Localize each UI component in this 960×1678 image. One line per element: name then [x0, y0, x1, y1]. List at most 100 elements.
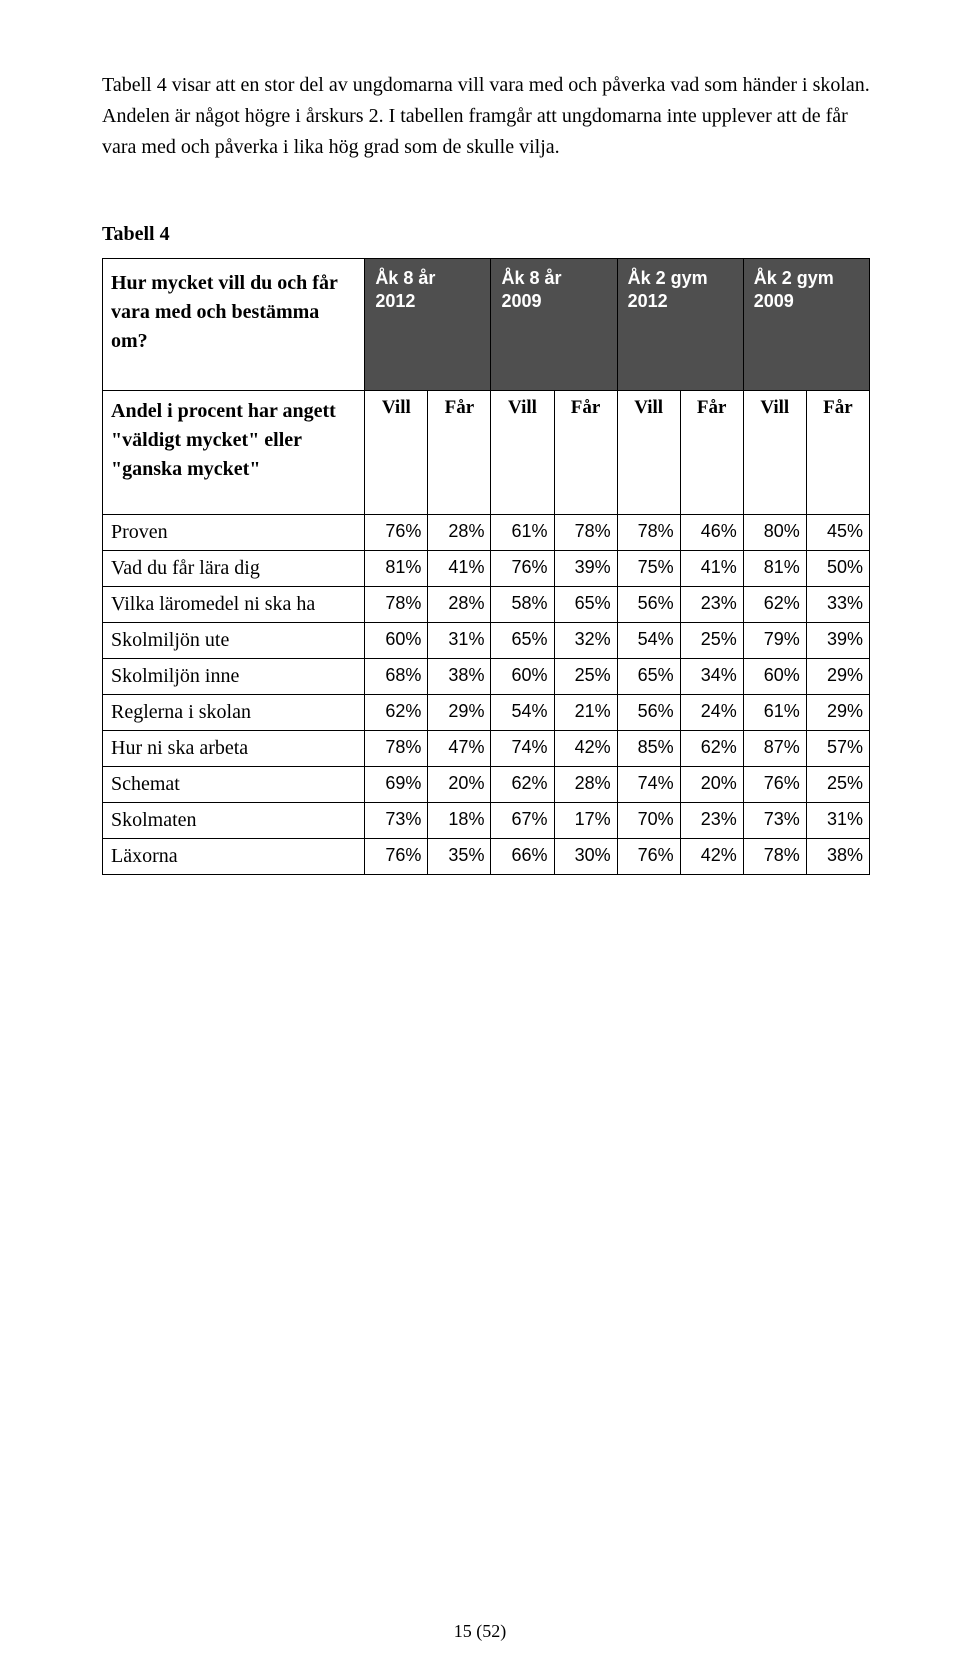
grp-l2: 2009 — [754, 291, 794, 311]
cell: 46% — [680, 515, 743, 551]
subhead: Får — [554, 391, 617, 515]
cell: 74% — [617, 767, 680, 803]
cell: 23% — [680, 803, 743, 839]
cell: 62% — [680, 731, 743, 767]
table-caption: Tabell 4 — [102, 223, 870, 246]
cell: 76% — [365, 839, 428, 875]
cell: 56% — [617, 587, 680, 623]
table-row: Skolmiljön ute60%31%65%32%54%25%79%39% — [103, 623, 870, 659]
cell: 69% — [365, 767, 428, 803]
header-row-groups: Hur mycket vill du och får vara med och … — [103, 259, 870, 391]
grp-l2: 2012 — [628, 291, 668, 311]
cell: 85% — [617, 731, 680, 767]
row-label: Hur ni ska arbeta — [103, 731, 365, 767]
cell: 74% — [491, 731, 554, 767]
cell: 50% — [806, 551, 869, 587]
cell: 25% — [554, 659, 617, 695]
cell: 76% — [743, 767, 806, 803]
cell: 21% — [554, 695, 617, 731]
intro-paragraph: Tabell 4 visar att en stor del av ungdom… — [102, 70, 870, 163]
cell: 24% — [680, 695, 743, 731]
cell: 30% — [554, 839, 617, 875]
cell: 20% — [680, 767, 743, 803]
table-row: Proven76%28%61%78%78%46%80%45% — [103, 515, 870, 551]
grp-l2: 2009 — [501, 291, 541, 311]
subhead: Vill — [491, 391, 554, 515]
cell: 57% — [806, 731, 869, 767]
row-label: Proven — [103, 515, 365, 551]
cell: 76% — [365, 515, 428, 551]
cell: 67% — [491, 803, 554, 839]
cell: 32% — [554, 623, 617, 659]
header-left: Hur mycket vill du och får vara med och … — [103, 259, 365, 391]
cell: 47% — [428, 731, 491, 767]
cell: 38% — [806, 839, 869, 875]
table4: Hur mycket vill du och får vara med och … — [102, 258, 870, 875]
cell: 54% — [617, 623, 680, 659]
table-row: Läxorna76%35%66%30%76%42%78%38% — [103, 839, 870, 875]
cell: 56% — [617, 695, 680, 731]
table-row: Schemat69%20%62%28%74%20%76%25% — [103, 767, 870, 803]
cell: 78% — [365, 731, 428, 767]
grp-l1: Åk 2 gym — [754, 268, 834, 288]
row-label: Vad du får lära dig — [103, 551, 365, 587]
cell: 78% — [743, 839, 806, 875]
cell: 68% — [365, 659, 428, 695]
cell: 18% — [428, 803, 491, 839]
cell: 62% — [491, 767, 554, 803]
cell: 41% — [680, 551, 743, 587]
cell: 70% — [617, 803, 680, 839]
cell: 73% — [743, 803, 806, 839]
row-label: Skolmaten — [103, 803, 365, 839]
cell: 78% — [617, 515, 680, 551]
cell: 87% — [743, 731, 806, 767]
row-label: Skolmiljön inne — [103, 659, 365, 695]
cell: 29% — [806, 695, 869, 731]
cell: 80% — [743, 515, 806, 551]
cell: 75% — [617, 551, 680, 587]
cell: 60% — [743, 659, 806, 695]
subhead: Vill — [365, 391, 428, 515]
cell: 60% — [491, 659, 554, 695]
cell: 73% — [365, 803, 428, 839]
cell: 39% — [806, 623, 869, 659]
table-row: Reglerna i skolan62%29%54%21%56%24%61%29… — [103, 695, 870, 731]
subhead: Får — [680, 391, 743, 515]
subhead: Får — [806, 391, 869, 515]
col-group-1: Åk 8 år 2009 — [491, 259, 617, 391]
cell: 78% — [365, 587, 428, 623]
cell: 42% — [680, 839, 743, 875]
cell: 79% — [743, 623, 806, 659]
cell: 76% — [617, 839, 680, 875]
cell: 35% — [428, 839, 491, 875]
subhead: Vill — [743, 391, 806, 515]
cell: 28% — [428, 515, 491, 551]
row-label: Läxorna — [103, 839, 365, 875]
grp-l1: Åk 2 gym — [628, 268, 708, 288]
table-row: Vad du får lära dig81%41%76%39%75%41%81%… — [103, 551, 870, 587]
cell: 28% — [428, 587, 491, 623]
cell: 76% — [491, 551, 554, 587]
cell: 41% — [428, 551, 491, 587]
cell: 65% — [554, 587, 617, 623]
cell: 62% — [365, 695, 428, 731]
grp-l1: Åk 8 år — [375, 268, 435, 288]
cell: 54% — [491, 695, 554, 731]
cell: 78% — [554, 515, 617, 551]
grp-l2: 2012 — [375, 291, 415, 311]
cell: 29% — [806, 659, 869, 695]
cell: 31% — [428, 623, 491, 659]
subhead: Får — [428, 391, 491, 515]
cell: 60% — [365, 623, 428, 659]
cell: 62% — [743, 587, 806, 623]
sub-left: Andel i procent har angett "väldigt myck… — [103, 391, 365, 515]
cell: 28% — [554, 767, 617, 803]
cell: 34% — [680, 659, 743, 695]
row-label: Vilka läromedel ni ska ha — [103, 587, 365, 623]
cell: 65% — [491, 623, 554, 659]
cell: 61% — [743, 695, 806, 731]
col-group-3: Åk 2 gym 2009 — [743, 259, 869, 391]
cell: 20% — [428, 767, 491, 803]
table-row: Skolmiljön inne68%38%60%25%65%34%60%29% — [103, 659, 870, 695]
cell: 61% — [491, 515, 554, 551]
